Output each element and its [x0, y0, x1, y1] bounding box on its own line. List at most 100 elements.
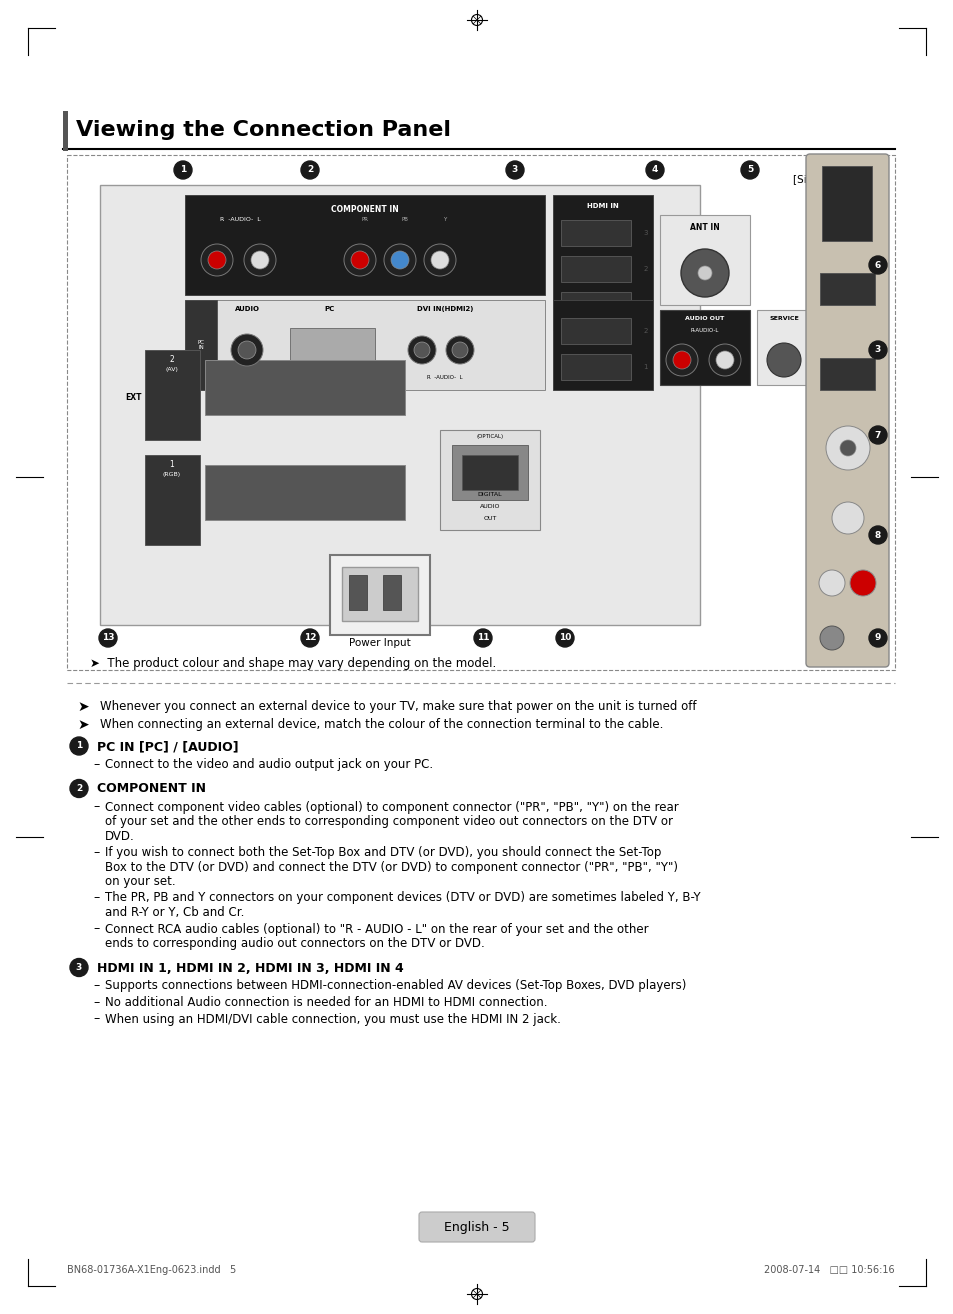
Text: HDMI IN 1, HDMI IN 2, HDMI IN 3, HDMI IN 4: HDMI IN 1, HDMI IN 2, HDMI IN 3, HDMI IN…: [97, 962, 403, 975]
Text: COMPONENT IN: COMPONENT IN: [97, 783, 206, 795]
Circle shape: [868, 342, 886, 359]
Text: Viewing the Connection Panel: Viewing the Connection Panel: [76, 120, 451, 141]
Text: Whenever you connect an external device to your TV, make sure that power on the : Whenever you connect an external device …: [100, 700, 696, 714]
Circle shape: [831, 502, 863, 533]
Text: ANT IN: ANT IN: [689, 223, 720, 233]
Text: 1: 1: [643, 302, 647, 307]
Text: Connect component video cables (optional) to component connector ("PR", "PB", "Y: Connect component video cables (optional…: [105, 800, 678, 813]
Text: on your set.: on your set.: [105, 875, 175, 888]
Text: 1: 1: [76, 741, 82, 750]
Text: (RGB): (RGB): [163, 472, 181, 477]
Circle shape: [70, 779, 88, 798]
Text: Supports connections between HDMI-connection-enabled AV devices (Set-Top Boxes, : Supports connections between HDMI-connec…: [105, 979, 685, 992]
Bar: [205, 360, 405, 415]
Bar: [290, 328, 375, 371]
Circle shape: [364, 346, 369, 351]
Circle shape: [391, 251, 409, 269]
Circle shape: [244, 244, 275, 276]
Text: AUDIO: AUDIO: [839, 600, 856, 604]
Text: PR: PR: [361, 217, 368, 222]
Text: 2: 2: [76, 784, 82, 794]
Circle shape: [231, 334, 263, 367]
Bar: [205, 465, 405, 520]
Text: 4: 4: [651, 166, 658, 175]
Text: PC: PC: [325, 306, 335, 311]
Circle shape: [505, 162, 523, 179]
Circle shape: [335, 335, 339, 340]
Bar: [560, 318, 630, 344]
Circle shape: [304, 346, 309, 351]
Circle shape: [384, 244, 416, 276]
Bar: [820, 357, 874, 390]
Circle shape: [698, 265, 711, 280]
Circle shape: [314, 335, 319, 340]
Bar: [560, 256, 630, 283]
Text: 8: 8: [874, 531, 881, 540]
Text: R  -AUDIO-  L: R -AUDIO- L: [427, 374, 462, 380]
Circle shape: [301, 629, 318, 646]
Circle shape: [766, 343, 801, 377]
Text: 10: 10: [558, 633, 571, 643]
Circle shape: [173, 162, 192, 179]
Text: When connecting an external device, match the colour of the connection terminal : When connecting an external device, matc…: [100, 717, 662, 731]
Circle shape: [251, 251, 269, 269]
Circle shape: [868, 426, 886, 444]
Bar: [439, 430, 539, 530]
Circle shape: [414, 342, 430, 357]
Text: EXT: EXT: [126, 393, 142, 402]
Text: –: –: [92, 891, 99, 904]
Circle shape: [344, 335, 349, 340]
Bar: [821, 166, 871, 240]
Bar: [659, 215, 749, 305]
Text: 3: 3: [643, 230, 647, 237]
Circle shape: [314, 356, 319, 360]
Text: PC IN [PC] / [AUDIO]: PC IN [PC] / [AUDIO]: [97, 740, 238, 753]
Text: No additional Audio connection is needed for an HDMI to HDMI connection.: No additional Audio connection is needed…: [105, 996, 547, 1009]
Bar: [330, 555, 430, 635]
Circle shape: [740, 162, 759, 179]
Circle shape: [335, 356, 339, 360]
Bar: [820, 273, 874, 305]
Text: 2: 2: [307, 166, 313, 175]
Circle shape: [849, 570, 875, 597]
Circle shape: [351, 251, 369, 269]
Text: PC
IN: PC IN: [197, 339, 204, 351]
Text: 13: 13: [102, 633, 114, 643]
Text: ➤: ➤: [77, 700, 89, 714]
Bar: [185, 300, 544, 390]
Text: Connect to the video and audio output jack on your PC.: Connect to the video and audio output ja…: [105, 758, 433, 771]
Text: Power Input: Power Input: [349, 639, 411, 648]
Circle shape: [70, 958, 88, 976]
Circle shape: [431, 251, 449, 269]
Text: Box to the DTV (or DVD) and connect the DTV (or DVD) to component connector ("PR: Box to the DTV (or DVD) and connect the …: [105, 861, 678, 874]
Bar: [100, 185, 700, 625]
Text: 7: 7: [874, 431, 881, 439]
Circle shape: [645, 162, 663, 179]
Text: [Side Panel Jacks]: [Side Panel Jacks]: [792, 175, 884, 185]
Bar: [382, 576, 400, 610]
Bar: [461, 455, 517, 490]
Text: If you wish to connect both the Set-Top Box and DTV (or DVD), you should connect: If you wish to connect both the Set-Top …: [105, 846, 660, 859]
Bar: [553, 300, 652, 390]
Circle shape: [324, 356, 329, 360]
Text: of your set and the other ends to corresponding component video out connectors o: of your set and the other ends to corres…: [105, 815, 672, 828]
Circle shape: [680, 248, 728, 297]
Text: HDMI IN4: HDMI IN4: [834, 258, 860, 263]
Text: OUT: OUT: [483, 516, 497, 520]
Text: AUDIO OUT: AUDIO OUT: [684, 315, 724, 321]
Circle shape: [201, 244, 233, 276]
Circle shape: [324, 346, 329, 351]
Circle shape: [474, 629, 492, 646]
Bar: [67, 155, 894, 670]
Text: 1: 1: [643, 364, 647, 371]
Circle shape: [820, 625, 843, 650]
Bar: [553, 194, 652, 330]
Text: DVD.: DVD.: [105, 829, 134, 842]
Text: –: –: [92, 800, 99, 813]
Circle shape: [423, 244, 456, 276]
Bar: [560, 219, 630, 246]
Bar: [185, 300, 216, 390]
Text: DVI IN(HDMI2): DVI IN(HDMI2): [416, 306, 473, 311]
Text: R-AUDIO-L: R-AUDIO-L: [690, 328, 719, 332]
Circle shape: [208, 251, 226, 269]
